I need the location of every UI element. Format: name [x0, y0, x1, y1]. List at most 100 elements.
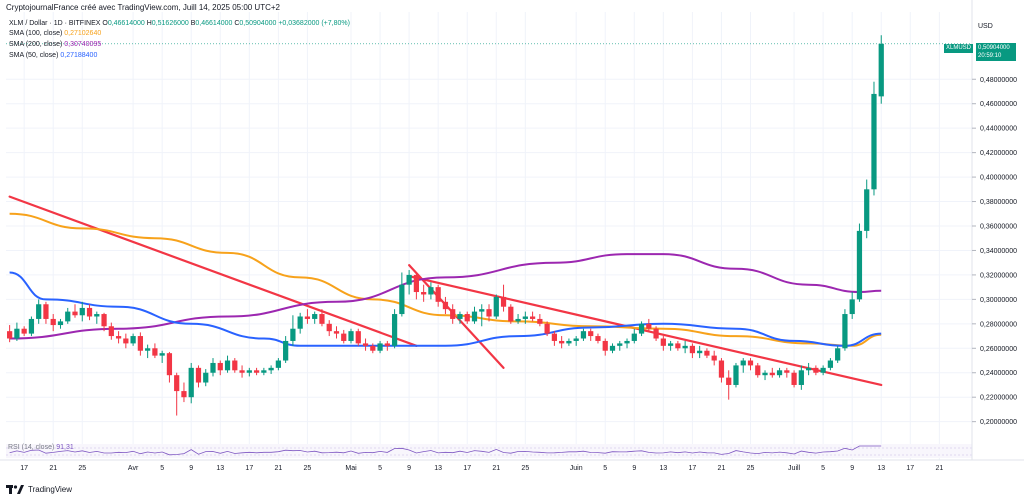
candle-body [864, 189, 870, 231]
candle-up [312, 311, 318, 324]
candle-up [624, 338, 630, 349]
candle-up [65, 307, 71, 324]
candle-body [653, 328, 659, 339]
price-tick-label: 0,42000000 [980, 150, 1017, 157]
candle-body [522, 316, 528, 319]
price-tick-label: 0,28000000 [980, 321, 1017, 328]
price-tick-label: 0,34000000 [980, 248, 1017, 255]
candle-body [450, 309, 456, 319]
candle-down [602, 338, 608, 356]
time-axis[interactable]: 17 21 25 Avr 5 9 13 17 21 25 Mai 5 9 13 17 21 25 Juin 5 9 13… [0, 459, 1024, 472]
candle-up [290, 315, 296, 346]
last-price-badge: 0,50904000 20:59:10 [976, 43, 1016, 61]
candle-body [283, 340, 289, 361]
time-tick-label: 9 [407, 465, 411, 472]
indicator-value: 0,30740095 [64, 41, 102, 48]
candle-up [159, 350, 165, 363]
candle-body [145, 348, 151, 351]
candle-body [290, 328, 296, 341]
candle-body [384, 343, 390, 346]
candle-body [479, 309, 485, 312]
candle-body [195, 367, 202, 383]
rsi-band [6, 444, 972, 458]
candle-up [667, 340, 674, 351]
candle-body [370, 345, 376, 351]
candle-body [588, 331, 594, 337]
candle-up [638, 321, 645, 337]
candle-up [856, 223, 863, 302]
candle-body [268, 367, 274, 371]
indicator-row[interactable]: SMA (200, close) 0,30740095 [9, 41, 101, 48]
candle-body [762, 372, 768, 376]
candle-down [362, 338, 369, 351]
candle-up [697, 345, 703, 359]
symbol-legend[interactable]: XLM / Dollar · 1D · BITFINEX O0,46614000… [9, 20, 350, 27]
candle-down [50, 314, 56, 332]
currency-label[interactable]: USD [978, 23, 993, 30]
candle-up [377, 340, 383, 354]
candle-up [864, 179, 870, 239]
candle-body [28, 318, 35, 334]
time-tick-label: 13 [434, 465, 442, 472]
price-tick-label: 0,30000000 [980, 297, 1017, 304]
tradingview-logo[interactable]: TradingView [6, 485, 72, 494]
candle-body [50, 318, 56, 326]
candle-body [319, 314, 325, 324]
candle-down [435, 284, 441, 307]
candle-up [493, 294, 499, 319]
candle-down [413, 272, 419, 300]
candle-up [399, 272, 405, 317]
candle-body [740, 360, 746, 366]
candle-up [145, 344, 151, 359]
candle-body [798, 370, 804, 385]
time-tick-label: Juill [788, 465, 801, 472]
indicator-row[interactable]: SMA (100, close) 0,27102640 [9, 30, 101, 37]
price-tick-label: 0,36000000 [980, 224, 1017, 231]
indicator-value: 0,27188400 [60, 52, 98, 59]
price-axis[interactable]: 0,20000000 0,22000000 0,24000000 0,26000000… [971, 0, 1024, 460]
ohlc-value: 0,50904000 [239, 20, 277, 27]
candle-down [791, 370, 797, 388]
candle-body [667, 343, 674, 346]
time-tick-label: 5 [603, 465, 607, 472]
candle-down [689, 343, 696, 359]
candle-body [399, 284, 405, 315]
candle-body [747, 360, 754, 366]
candle-body [697, 350, 703, 354]
candle-up [428, 282, 434, 300]
ohlc-value: 0,46614000 [107, 20, 145, 27]
rsi-legend[interactable]: RSI (14, close) 91,31 [8, 444, 74, 451]
candle-body [181, 391, 187, 398]
candle-up [479, 304, 485, 327]
candle-body [406, 274, 412, 285]
last-price: 0,50904000 [978, 45, 1010, 51]
candle-body [537, 318, 543, 324]
candle-down [384, 340, 390, 351]
time-tick-label: 9 [632, 465, 636, 472]
candle-body [755, 365, 761, 376]
candle-down [675, 340, 681, 351]
candle-body [217, 362, 223, 371]
candle-down [551, 331, 558, 346]
candle-down [72, 304, 78, 318]
candle-body [188, 367, 194, 398]
ohlc-label: B [188, 20, 196, 27]
candle-up [36, 299, 42, 324]
candle-down [726, 370, 732, 400]
candle-down [769, 367, 775, 378]
candle-body [529, 316, 536, 319]
time-tick-label: 5 [378, 465, 382, 472]
candle-up [515, 314, 521, 324]
candle-body [297, 316, 303, 329]
candle-up [348, 328, 354, 344]
candle-body [835, 348, 841, 361]
indicator-label: SMA (50, close) [9, 52, 61, 59]
candle-down [195, 365, 202, 388]
indicator-row[interactable]: SMA (50, close) 0,27188400 [9, 52, 97, 59]
candle-up [94, 311, 100, 324]
candle-up [631, 328, 637, 344]
candle-body [123, 338, 129, 344]
candle-body [580, 331, 587, 339]
candle-down [718, 358, 725, 383]
